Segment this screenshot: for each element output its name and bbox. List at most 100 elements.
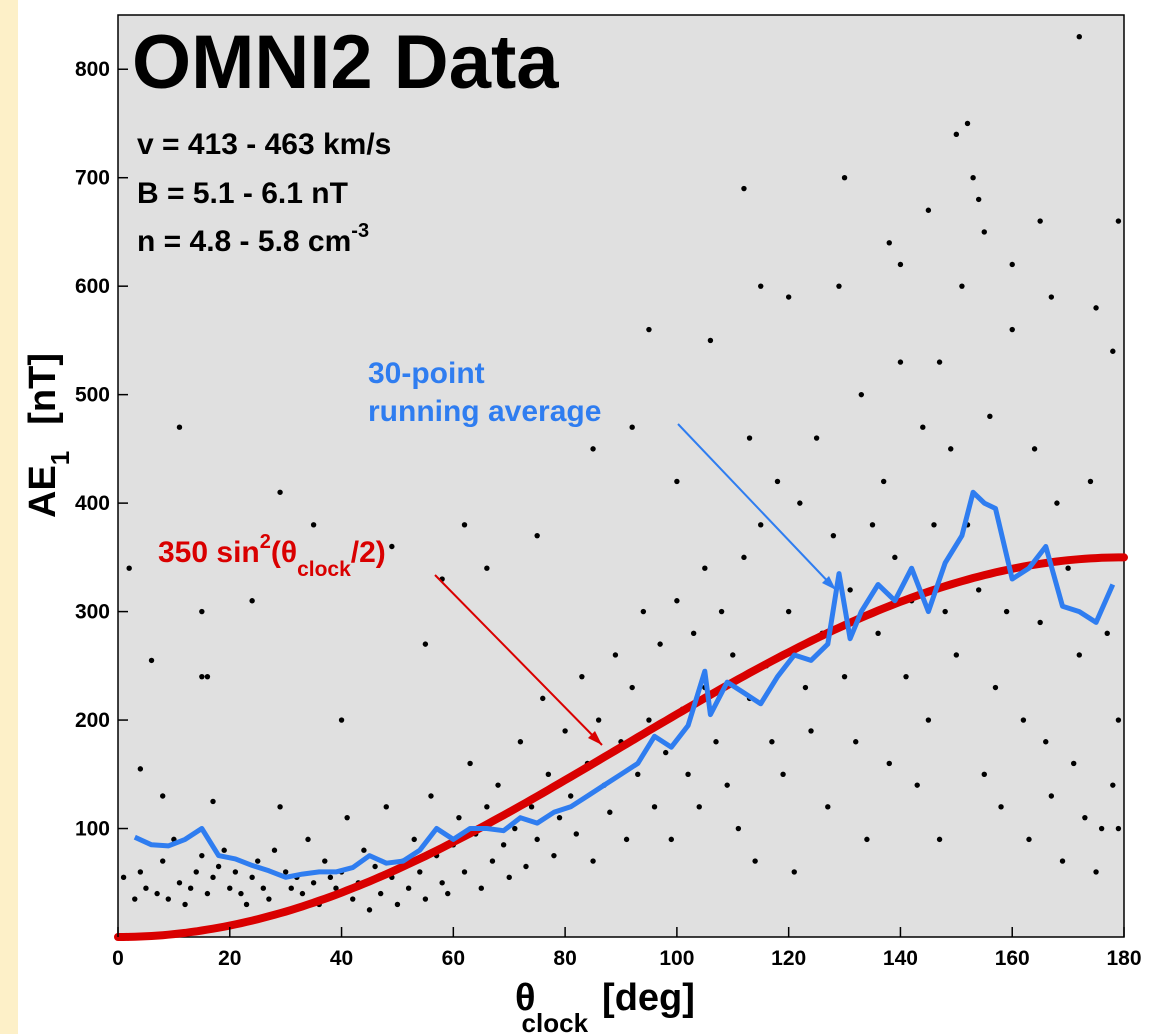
data-point [780, 771, 786, 777]
fit-pointer-head [588, 731, 602, 745]
fit-label-prefix: 350 sin [158, 536, 260, 569]
data-point [925, 717, 932, 723]
data-point [841, 175, 848, 181]
data-point [160, 858, 166, 864]
data-point [646, 326, 652, 333]
data-point [484, 565, 490, 571]
data-point [500, 842, 507, 848]
data-point [489, 858, 496, 864]
data-point [903, 673, 909, 680]
data-point [1093, 869, 1099, 875]
data-point [841, 673, 848, 680]
y-tick-label: 600 [75, 275, 110, 298]
data-point [707, 337, 714, 344]
velocity-range: v = 413 - 463 km/s [137, 128, 391, 161]
data-point [478, 885, 484, 891]
data-point [271, 847, 278, 853]
running-average-pointer [677, 423, 837, 591]
data-point [1031, 446, 1038, 452]
data-point [785, 294, 792, 300]
data-point [377, 890, 384, 897]
x-tick-label: 40 [330, 947, 353, 970]
data-point [668, 836, 674, 843]
data-point [758, 283, 764, 289]
data-point [305, 836, 311, 843]
data-point [640, 608, 647, 615]
data-point [897, 359, 904, 365]
data-point [255, 858, 261, 864]
data-point [260, 885, 267, 891]
data-point [495, 782, 501, 788]
data-point [210, 874, 216, 881]
data-point [383, 804, 389, 810]
data-point [310, 880, 317, 886]
axis-ticks: 0 20 40 60 80 100 120 140 160 180 100 200 300 400 500 6… [75, 58, 1142, 970]
data-point [361, 847, 367, 853]
data-point [936, 359, 943, 365]
data-point [953, 131, 960, 138]
data-point [176, 424, 183, 430]
data-point [456, 814, 462, 821]
data-point [802, 684, 809, 691]
data-point [1026, 836, 1032, 843]
data-point [774, 478, 781, 485]
data-point [595, 717, 602, 723]
data-point [227, 885, 233, 891]
running-average-label-line1: 30-point [368, 357, 485, 390]
fit-label-close: /2) [351, 536, 386, 569]
data-point [1043, 739, 1049, 745]
data-point [512, 825, 518, 832]
data-point [1065, 565, 1071, 571]
data-point [422, 896, 429, 902]
data-point [785, 608, 792, 615]
x-tick-label: 160 [995, 947, 1030, 970]
data-point [506, 874, 512, 881]
data-point [690, 630, 697, 636]
data-point [573, 831, 579, 837]
data-point [422, 641, 429, 647]
data-point [534, 836, 540, 843]
data-point [1048, 294, 1055, 300]
data-point [221, 847, 227, 853]
data-point [629, 684, 635, 691]
data-point [836, 283, 842, 289]
data-point [959, 283, 965, 289]
data-point [1020, 717, 1027, 723]
data-point [886, 760, 892, 767]
data-point [350, 896, 356, 902]
data-point [310, 522, 317, 528]
fit-label-power: 2 [260, 531, 271, 553]
data-point [975, 587, 982, 593]
data-point [702, 565, 708, 571]
data-point [880, 478, 887, 485]
data-point [333, 885, 339, 891]
data-point [411, 836, 417, 843]
y-tick-label: 500 [75, 384, 110, 407]
data-point [897, 261, 904, 268]
data-point [987, 413, 993, 420]
data-point [730, 652, 736, 658]
data-point [445, 890, 451, 897]
x-axis-title: θ clock [deg] [515, 977, 695, 1034]
fit-curve-line [114, 553, 1128, 941]
data-point [741, 554, 747, 561]
data-point [389, 543, 395, 550]
data-point [405, 885, 412, 891]
x-tick-label: 140 [883, 947, 918, 970]
x-axis-symbol: θ [515, 977, 536, 1019]
data-point [864, 836, 870, 843]
data-point [914, 782, 920, 788]
data-point [210, 798, 216, 805]
data-point [590, 446, 596, 452]
data-point [1003, 608, 1010, 615]
data-point [953, 652, 960, 658]
data-point [344, 814, 350, 821]
data-point [266, 896, 272, 902]
scatter-points [120, 33, 1122, 913]
data-point [758, 522, 764, 528]
data-point [886, 240, 892, 246]
x-tick-label: 100 [659, 947, 694, 970]
data-point [830, 532, 837, 539]
data-point [1082, 814, 1088, 821]
data-point [534, 532, 540, 539]
